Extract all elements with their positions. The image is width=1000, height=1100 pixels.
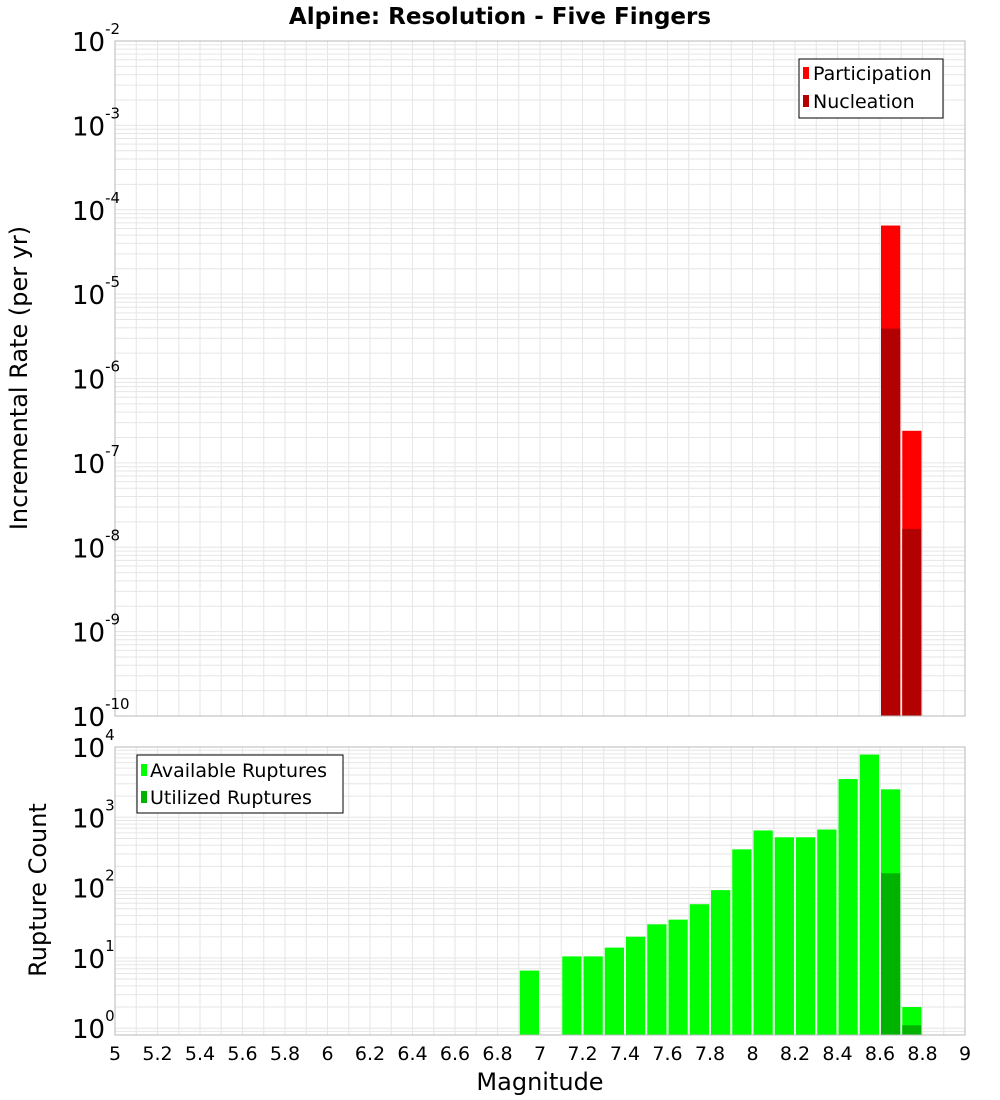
top-plot: 10-10 10-9 10-8 10-7 10-6 10-5 10-4 10-3 10-2	[72, 20, 966, 733]
x-tick-label: 5.2	[142, 1043, 172, 1065]
bottom-bar	[732, 849, 752, 1035]
x-tick-label: 8.8	[907, 1043, 937, 1065]
bottom-plot: 100 101 102 103 104	[72, 726, 966, 1045]
bottom-y-tick-label: 101	[72, 937, 115, 975]
top-bar	[902, 528, 922, 716]
x-tick-label: 7	[534, 1043, 546, 1065]
bottom-bar	[668, 919, 688, 1035]
top-y-tick-label: 10-4	[72, 189, 120, 227]
bottom-bar	[796, 837, 816, 1035]
bottom-bar	[689, 904, 709, 1035]
top-y-tick-label: 10-6	[72, 358, 120, 396]
bottom-bar	[647, 924, 667, 1035]
x-tick-label: 6.2	[355, 1043, 385, 1065]
bottom-bar	[711, 890, 731, 1035]
top-y-tick-label: 10-8	[72, 526, 120, 564]
top-y-tick-label: 10-3	[72, 104, 120, 142]
bottom-series-1	[519, 754, 922, 1035]
top-legend: Participation Nucleation	[798, 58, 944, 119]
top-plot-frame	[114, 40, 966, 717]
bottom-legend: Available Ruptures Utilized Ruptures	[136, 754, 344, 814]
x-tick-label: 7.6	[652, 1043, 682, 1065]
bottom-bar	[838, 779, 858, 1035]
x-tick-label: 8.4	[822, 1043, 852, 1065]
x-tick-label: 8.6	[865, 1043, 895, 1065]
bottom-bar	[626, 936, 646, 1035]
bottom-series-2	[881, 873, 922, 1035]
x-tick-label: 8	[746, 1043, 758, 1065]
x-tick-label: 5.8	[270, 1043, 300, 1065]
legend-swatch-nucleation	[803, 95, 809, 107]
legend-label-nucleation: Nucleation	[813, 91, 915, 113]
bottom-plot-frame	[114, 746, 966, 1036]
top-series-2	[881, 328, 922, 716]
legend-swatch-utilized	[141, 791, 147, 803]
top-y-tick-label: 10-9	[72, 611, 120, 649]
top-y-tick-label: 10-2	[72, 20, 120, 58]
x-tick-label: 6.8	[482, 1043, 512, 1065]
x-tick-label: 6	[321, 1043, 333, 1065]
x-tick-label: 9	[959, 1043, 971, 1065]
legend-swatch-participation	[803, 67, 809, 79]
top-bar	[881, 328, 901, 716]
legend-swatch-available	[141, 764, 147, 776]
x-tick-label: 5.4	[185, 1043, 215, 1065]
x-tick-label: 7.4	[610, 1043, 640, 1065]
x-tick-label: 7.2	[567, 1043, 597, 1065]
x-tick-label: 5.6	[227, 1043, 257, 1065]
bottom-bar	[562, 956, 582, 1035]
x-tick-label: 7.8	[695, 1043, 725, 1065]
legend-label-participation: Participation	[813, 63, 932, 85]
x-tick-label: 6.4	[397, 1043, 427, 1065]
bottom-bar	[902, 1025, 922, 1035]
bottom-y-tick-label: 100	[72, 1007, 115, 1045]
bottom-y-tick-label: 103	[72, 796, 115, 834]
bottom-y-tick-label: 102	[72, 867, 115, 905]
bottom-y-axis-label: Rupture Count	[24, 803, 52, 977]
top-grid	[114, 40, 966, 717]
bottom-bar	[774, 837, 794, 1035]
x-tick-label: 5	[109, 1043, 121, 1065]
x-tick-labels: 5 5.2 5.4 5.6 5.8 6 6.2 6.4 6.6 6.8 7 7.2 7.4 7.6 7.8 8…	[109, 1043, 971, 1065]
bottom-bar	[881, 873, 901, 1035]
x-tick-label: 6.6	[440, 1043, 470, 1065]
bottom-bar	[583, 956, 603, 1035]
x-axis-label: Magnitude	[476, 1068, 603, 1096]
legend-label-available: Available Ruptures	[150, 760, 327, 782]
bottom-y-tick-label: 104	[72, 726, 115, 764]
x-tick-label: 8.2	[780, 1043, 810, 1065]
bottom-bar	[753, 830, 773, 1035]
top-y-tick-label: 10-10	[72, 695, 130, 733]
bottom-bar	[817, 829, 837, 1035]
top-y-tick-label: 10-7	[72, 442, 120, 480]
bottom-bar	[859, 754, 879, 1035]
top-y-axis-label: Incremental Rate (per yr)	[5, 226, 33, 530]
bottom-bar	[604, 947, 624, 1035]
chart-title: Alpine: Resolution - Five Fingers	[289, 4, 711, 30]
bottom-bar	[519, 970, 539, 1035]
legend-label-utilized: Utilized Ruptures	[150, 787, 312, 809]
top-y-tick-label: 10-5	[72, 273, 120, 311]
